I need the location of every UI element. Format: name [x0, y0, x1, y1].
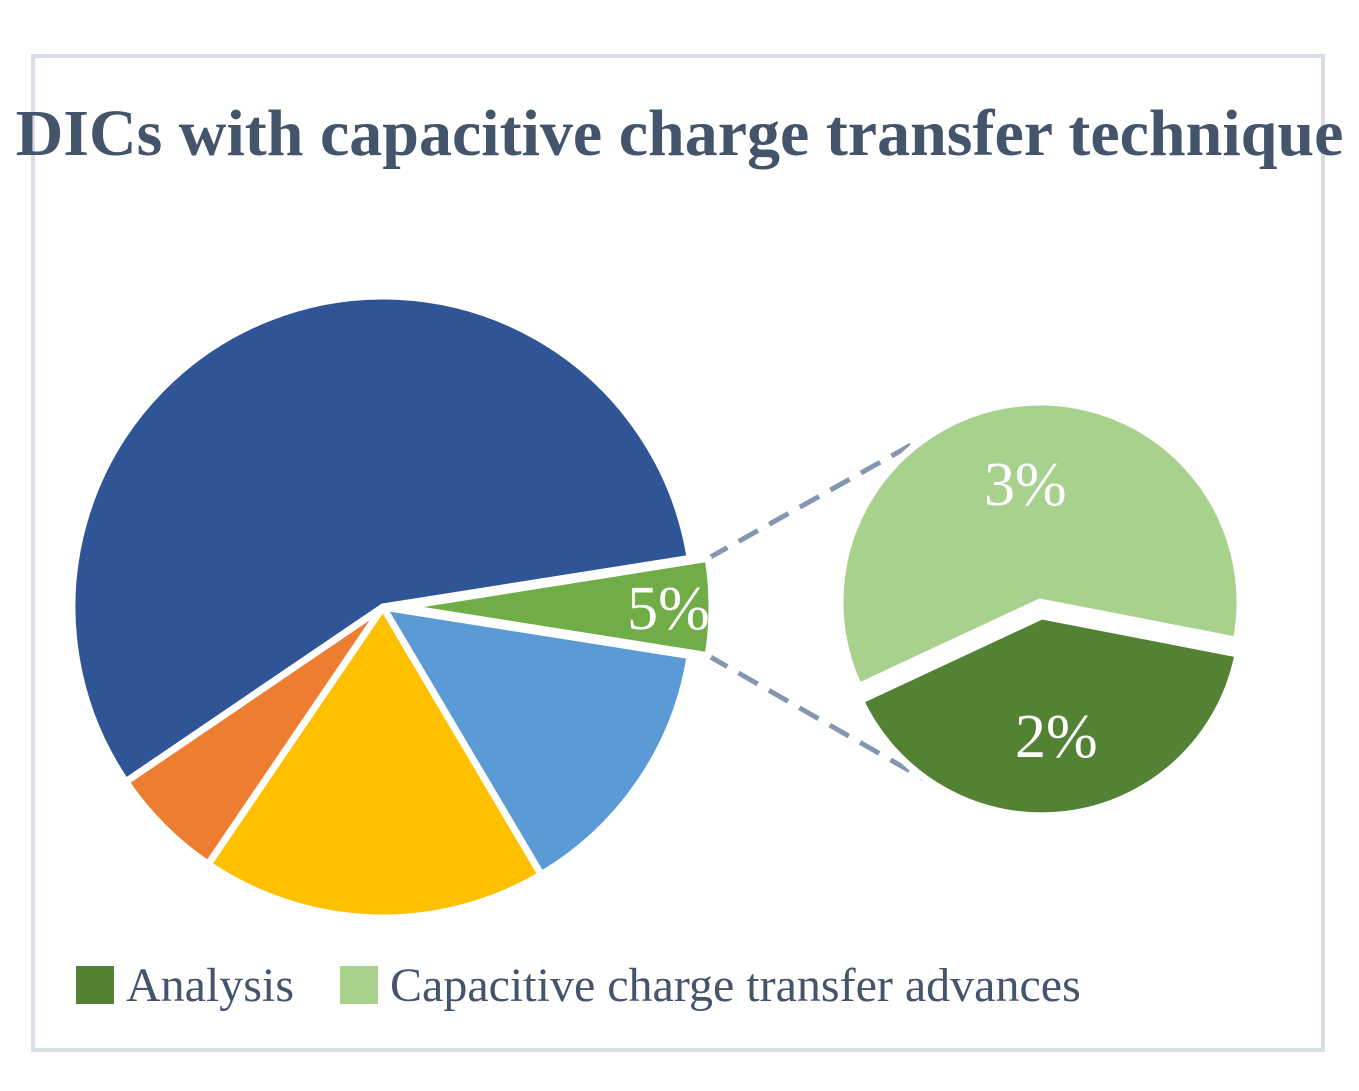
main-pie-slice-4: [379, 603, 694, 879]
main-pie-slice-3: [204, 603, 545, 922]
connector-line-0: [706, 426, 942, 561]
sub-pie-data-label-1: 2%: [1015, 703, 1098, 771]
legend-item-capacitive: Capacitive charge transfer advances: [340, 958, 1081, 1013]
sub-pie: [836, 398, 1244, 820]
sub-pie-slice-0: [836, 398, 1244, 691]
connector-lines: [706, 426, 943, 792]
sub-pie-data-label-0: 3%: [984, 451, 1067, 519]
chart-title: DICs with capacitive charge transfer tec…: [15, 97, 1344, 170]
legend-swatch-capacitive: [340, 966, 378, 1004]
sub-pie-slice-1: [856, 612, 1242, 820]
data-labels: 5% 3% 2%: [627, 451, 1098, 771]
main-pie-slice-0: [397, 554, 716, 660]
legend-label-analysis: Analysis: [126, 958, 294, 1012]
connector-line-1: [706, 653, 943, 792]
main-pie: [68, 292, 716, 922]
legend-swatch-analysis: [76, 966, 114, 1004]
main-pie-slice-1: [68, 292, 694, 786]
main-pie-data-label: 5%: [627, 575, 710, 643]
legend-item-analysis: Analysis: [76, 958, 294, 1013]
legend-label-capacitive: Capacitive charge transfer advances: [390, 958, 1081, 1012]
legend: Analysis Capacitive charge transfer adva…: [76, 950, 1127, 1020]
